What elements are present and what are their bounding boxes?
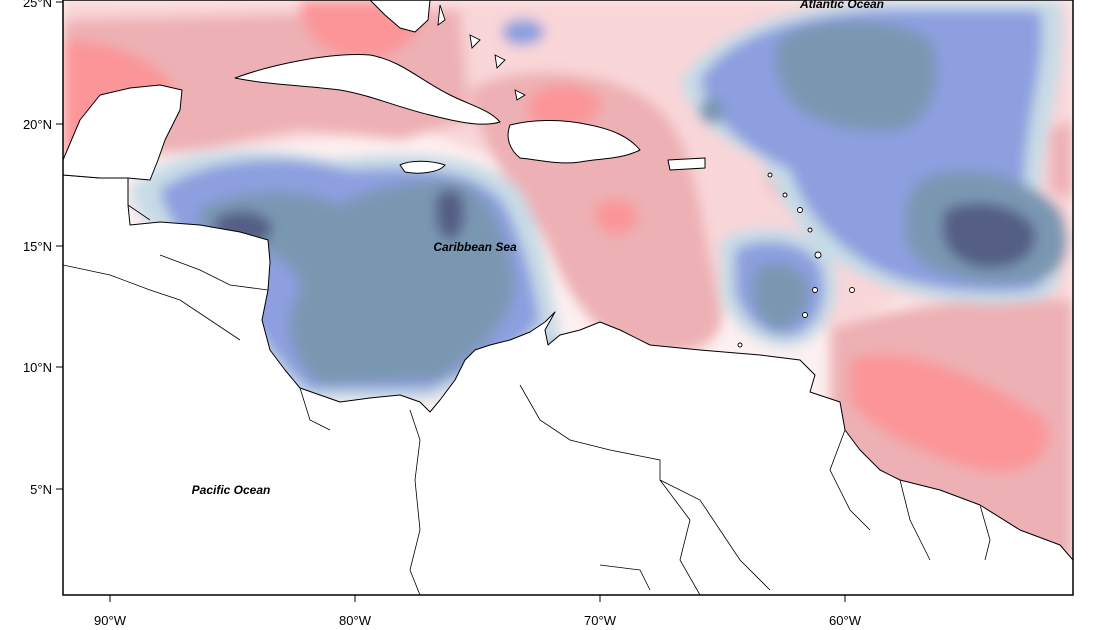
island xyxy=(737,342,743,348)
map-frame xyxy=(62,0,1074,596)
land-areas xyxy=(63,0,1073,595)
yucatan-land xyxy=(63,84,183,181)
island xyxy=(437,4,446,26)
jamaica-island xyxy=(399,160,446,174)
latitude-label-20: 20°N xyxy=(23,117,52,132)
longitude-label-60: 60°W xyxy=(829,613,862,628)
atlantic-ocean-label: Atlantic Ocean xyxy=(799,0,884,11)
pacific-ocean-label: Pacific Ocean xyxy=(192,483,271,497)
island xyxy=(802,312,808,318)
island xyxy=(782,192,788,198)
cuba-island xyxy=(234,54,501,125)
negative-small-puertorico xyxy=(502,18,545,46)
island xyxy=(469,34,481,49)
island xyxy=(814,251,822,259)
lesser-antilles-islands xyxy=(737,172,855,348)
island xyxy=(494,54,506,69)
island xyxy=(807,227,813,233)
negative-zone-caribbean-core xyxy=(200,180,515,385)
longitude-axis: 90°W 80°W 70°W 60°W xyxy=(94,595,862,628)
caribbean-sea-label: Caribbean Sea xyxy=(433,240,517,254)
negative-small-bahamas xyxy=(699,97,725,125)
positive-core-central xyxy=(595,200,639,234)
island xyxy=(514,89,526,101)
latitude-label-10: 10°N xyxy=(23,360,52,375)
florida-land xyxy=(369,0,431,33)
country-borders xyxy=(63,204,991,595)
latitude-label-5: 5°N xyxy=(30,482,52,497)
bahamas-islands xyxy=(437,4,526,101)
island xyxy=(767,172,773,178)
negative-core-caribbean-center xyxy=(435,189,465,240)
central-america-land xyxy=(63,174,1073,595)
longitude-label-90: 90°W xyxy=(94,613,127,628)
positive-core-hispaniola xyxy=(528,85,601,131)
hispaniola-island xyxy=(507,120,641,164)
puertorico-island xyxy=(667,157,706,171)
latitude-axis: 25°N 20°N 15°N 10°N 5°N xyxy=(23,0,63,497)
anomaly-field xyxy=(63,0,1073,595)
negative-strong-atlantic-east xyxy=(942,202,1036,269)
longitude-label-70: 70°W xyxy=(584,613,617,628)
positive-core-east xyxy=(1050,120,1073,200)
longitude-label-80: 80°W xyxy=(339,613,372,628)
island xyxy=(849,287,855,293)
negative-core-antilles xyxy=(752,263,809,330)
negative-core-atlantic-north xyxy=(775,21,937,132)
latitude-label-25: 25°N xyxy=(23,0,52,10)
positive-core-southeast xyxy=(850,354,1049,472)
island xyxy=(797,207,803,213)
island xyxy=(812,287,818,293)
latitude-label-15: 15°N xyxy=(23,239,52,254)
